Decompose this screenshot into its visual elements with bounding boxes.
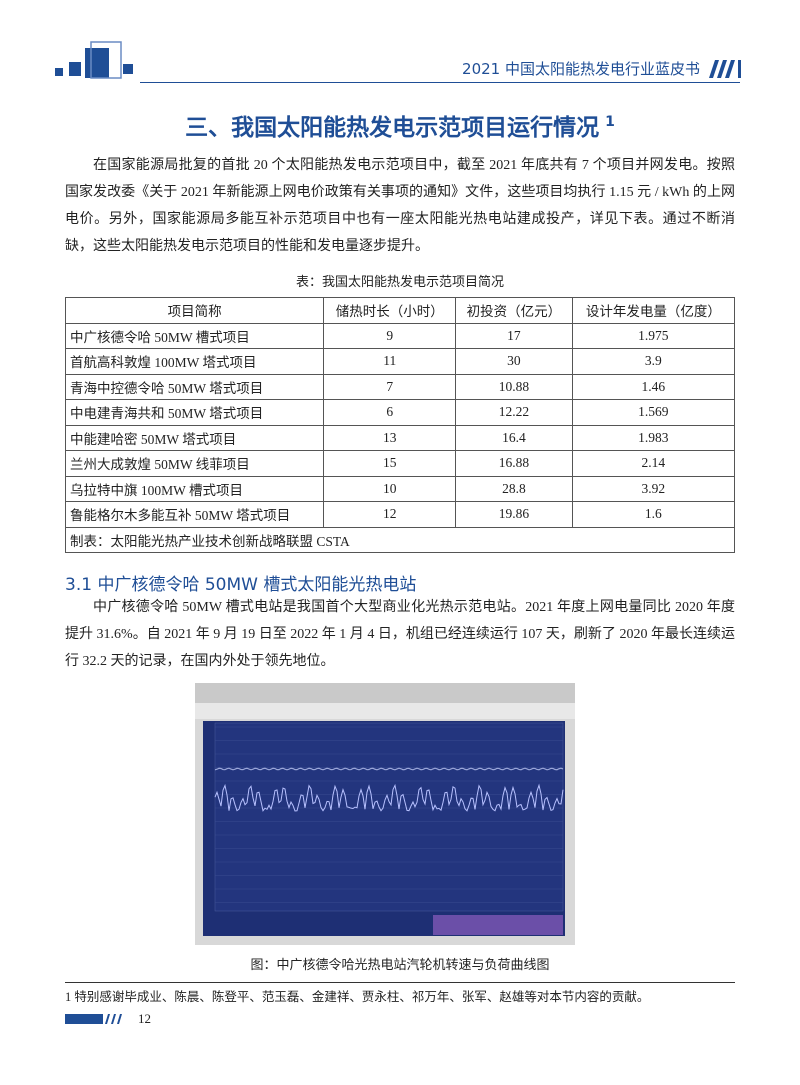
table-cell: 10.88 (455, 373, 573, 400)
table-cell: 1.983 (571, 424, 736, 451)
table-cell: 中电建青海共和 50MW 塔式项目 (64, 399, 325, 426)
table-cell: 1.6 (571, 501, 736, 528)
column-header: 设计年发电量（亿度） (571, 297, 736, 324)
footnote: 1 特别感谢毕成业、陈晨、陈登平、范玉磊、金建祥、贾永柱、祁万年、张军、赵雄等对… (65, 990, 650, 1004)
table-cell: 16.88 (455, 450, 573, 477)
section-title: 三、我国太阳能热发电示范项目运行情况 1 (0, 108, 800, 142)
header-logo (55, 41, 133, 79)
table-cell: 3.92 (571, 475, 736, 502)
table-cell: 10 (323, 475, 457, 502)
table-cell: 乌拉特中旗 100MW 槽式项目 (64, 475, 325, 502)
page-number: 12 (138, 1011, 151, 1026)
table-cell: 青海中控德令哈 50MW 塔式项目 (64, 373, 325, 400)
table-cell: 1.975 (571, 322, 736, 349)
header-row: 项目简称 储热时长（小时） 初投资（亿元） 设计年发电量（亿度） (64, 297, 736, 324)
subsection-title: 3.1 中广核德令哈 50MW 槽式太阳能光热电站 (65, 575, 417, 595)
table-cell: 鲁能格尔木多能互补 50MW 塔式项目 (64, 501, 325, 528)
table-row: 中广核德令哈 50MW 槽式项目 9 17 1.975 (64, 322, 736, 349)
table-cell: 7 (323, 373, 457, 400)
table-row: 鲁能格尔木多能互补 50MW 塔式项目 12 19.86 1.6 (64, 501, 736, 528)
table-row: 青海中控德令哈 50MW 塔式项目 7 10.88 1.46 (64, 373, 736, 400)
table-caption: 表：我国太阳能热发电示范项目简况 (295, 274, 504, 289)
paragraph: 在国家能源局批复的首批 20 个太阳能热发电示范项目中，截至 2021 年底共有… (65, 158, 735, 254)
table-row: 乌拉特中旗 100MW 槽式项目 10 28.8 3.92 (64, 475, 736, 502)
column-header: 项目简称 (64, 297, 325, 324)
table-cell: 13 (323, 424, 457, 451)
header-title: 2021 中国太阳能热发电行业蓝皮书 (462, 60, 700, 78)
project-table: 项目简称 储热时长（小时） 初投资（亿元） 设计年发电量（亿度） 中广核德令哈 50MW… (64, 297, 736, 553)
table-note: 制表：太阳能光热产业技术创新战略联盟 CSTA (65, 526, 735, 553)
table-cell: 中广核德令哈 50MW 槽式项目 (64, 322, 325, 349)
table-cell: 1.46 (571, 373, 736, 400)
column-header: 储热时长（小时） (323, 297, 457, 324)
page-bar (65, 1014, 122, 1024)
table-cell: 17 (455, 322, 573, 349)
table-cell: 中能建哈密 50MW 塔式项目 (64, 424, 325, 451)
table-cell: 9 (323, 322, 457, 349)
table-row: 首航高科敦煌 100MW 塔式项目 11 30 3.9 (64, 348, 736, 375)
table-cell: 2.14 (571, 450, 736, 477)
table-cell: 兰州大成敦煌 50MW 线菲项目 (64, 450, 325, 477)
table-cell: 首航高科敦煌 100MW 塔式项目 (64, 348, 325, 375)
column-header: 初投资（亿元） (455, 297, 573, 324)
table-row: 中电建青海共和 50MW 塔式项目 6 12.22 1.569 (64, 399, 736, 426)
header-rule (140, 82, 740, 83)
table-cell: 11 (323, 348, 457, 375)
table-cell: 16.4 (455, 424, 573, 451)
footnote-mark: 1 (605, 114, 615, 131)
figure-caption: 图：中广核德令哈光热电站汽轮机转速与负荷曲线图 (250, 957, 550, 972)
note-row: 制表：太阳能光热产业技术创新战略联盟 CSTA (65, 526, 735, 553)
table-cell: 1.569 (571, 399, 736, 426)
table-cell: 15 (323, 450, 457, 477)
table-row: 兰州大成敦煌 50MW 线菲项目 15 16.88 2.14 (64, 450, 736, 477)
footnote-rule (65, 982, 735, 983)
table-cell: 3.9 (571, 348, 736, 375)
figure-photo (195, 683, 575, 945)
header-stripes (709, 60, 741, 78)
table-row: 中能建哈密 50MW 塔式项目 13 16.4 1.983 (64, 424, 736, 451)
table-cell: 19.86 (455, 501, 573, 528)
section-title-text: 三、我国太阳能热发电示范项目运行情况 (185, 115, 600, 141)
paragraph: 中广核德令哈 50MW 槽式电站是我国首个大型商业化光热示范电站。2021 年度… (65, 600, 735, 669)
table-cell: 12.22 (455, 399, 573, 426)
table-cell: 6 (323, 399, 457, 426)
table-cell: 12 (323, 501, 457, 528)
table-cell: 28.8 (455, 475, 573, 502)
table-cell: 30 (455, 348, 573, 375)
